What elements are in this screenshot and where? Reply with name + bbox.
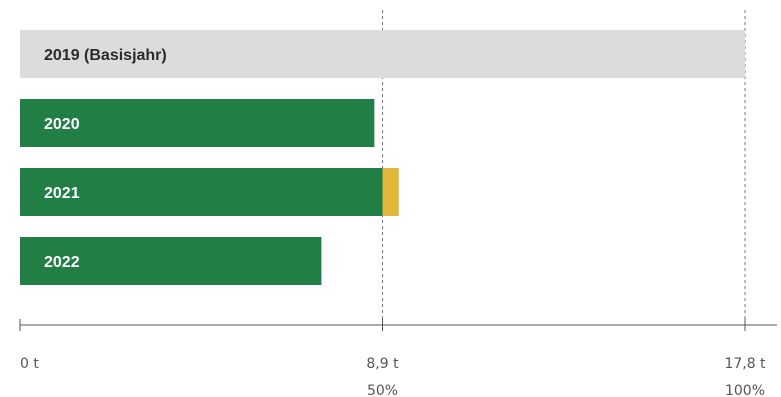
bars xyxy=(20,30,745,285)
tick-labels: 0 t 8,9 t 50% 17,8 t 100% xyxy=(20,356,766,397)
bar-0-segment-0 xyxy=(20,30,745,78)
bar-labels: 2019 (Basisjahr) 2020 2021 2022 xyxy=(44,47,167,271)
bar-label-3: 2022 xyxy=(44,254,80,271)
tick-percent-label-2: 100% xyxy=(725,383,765,397)
bar-2-segment-2 xyxy=(382,168,399,216)
bar-3-segment-1 xyxy=(20,237,322,285)
bar-1-segment-1 xyxy=(20,99,375,147)
bar-label-1: 2020 xyxy=(44,116,80,133)
bar-2-segment-1 xyxy=(20,168,383,216)
x-axis xyxy=(19,319,777,331)
bar-label-2: 2021 xyxy=(44,185,80,202)
tick-percent-label-1: 50% xyxy=(367,383,398,397)
tick-label-1: 8,9 t xyxy=(366,356,399,372)
bar-label-0: 2019 (Basisjahr) xyxy=(44,47,167,64)
guide-lines xyxy=(382,10,746,325)
tick-label-2: 17,8 t xyxy=(724,356,766,372)
tick-label-0: 0 t xyxy=(20,356,39,372)
